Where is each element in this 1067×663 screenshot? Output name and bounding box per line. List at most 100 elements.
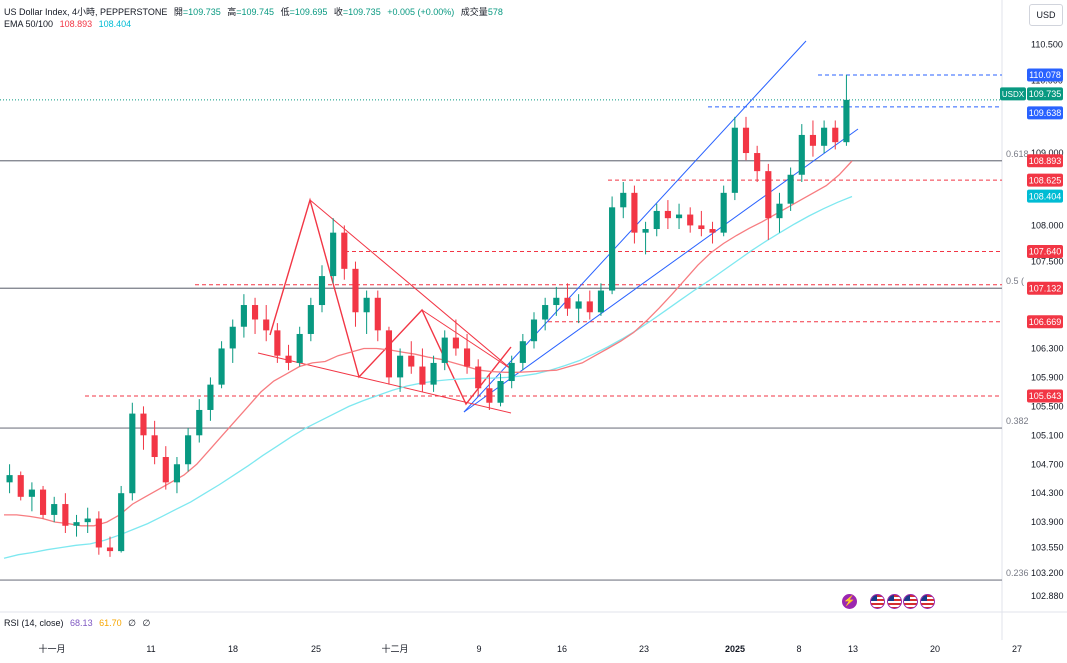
x-tick-label: 8 xyxy=(796,644,801,654)
candle-body xyxy=(118,493,125,552)
x-tick-label: 20 xyxy=(930,644,940,654)
y-tick-label: 108.000 xyxy=(1031,220,1064,230)
rsi-value-2: 61.70 xyxy=(99,618,122,628)
volume-value: 578 xyxy=(487,7,503,17)
candle-body xyxy=(62,504,69,526)
x-tick-label: 2025 xyxy=(725,644,745,654)
price-label-bg xyxy=(1027,68,1063,82)
candle-body xyxy=(832,127,839,143)
open-label: 開 xyxy=(173,7,183,17)
candle-body xyxy=(285,355,292,363)
price-label-bg xyxy=(1027,106,1063,120)
candle-body xyxy=(341,232,348,269)
candle-body xyxy=(207,384,214,410)
ema-fast-value: 108.893 xyxy=(59,19,93,29)
candle-body xyxy=(776,203,783,219)
us-flag-event-icon[interactable] xyxy=(903,594,918,609)
candles xyxy=(6,74,850,557)
ema-legend[interactable]: EMA 50/100 108.893 108.404 xyxy=(4,19,135,29)
candle-body xyxy=(597,290,605,313)
candle-body xyxy=(564,297,571,309)
candle-body xyxy=(6,475,13,483)
candle-body xyxy=(441,337,448,363)
candle-body xyxy=(687,214,694,226)
candle-body xyxy=(39,489,47,515)
candle-body xyxy=(575,301,582,309)
y-tick-label: 105.500 xyxy=(1031,401,1064,411)
x-tick-label: 十一月 xyxy=(38,643,65,654)
x-tick-label: 25 xyxy=(311,644,321,654)
candle-body xyxy=(642,229,649,233)
candle-body xyxy=(530,319,538,342)
candle-body xyxy=(754,153,761,172)
candle-body xyxy=(408,355,415,367)
candle-body xyxy=(609,207,616,291)
y-tick-label: 107.500 xyxy=(1031,257,1064,267)
symbol-legend[interactable]: US Dollar Index, 4小時, PEPPERSTONE 開=109.… xyxy=(4,5,507,18)
change-value: +0.005 (+0.00%) xyxy=(387,7,455,17)
candle-body xyxy=(620,192,627,208)
rsi-value-1: 68.13 xyxy=(70,618,93,628)
currency-button[interactable]: USD xyxy=(1029,4,1063,26)
candle-body xyxy=(653,210,660,230)
rsi-extra-2: ∅ xyxy=(142,618,151,628)
y-tick-label: 103.200 xyxy=(1031,568,1064,578)
candle-body xyxy=(798,134,805,175)
price-label-bg xyxy=(1027,244,1063,258)
y-tick-label: 105.900 xyxy=(1031,372,1064,382)
ticker-label-bg xyxy=(1000,87,1026,101)
rsi-legend[interactable]: RSI (14, close) 68.13 61.70 ∅ ∅ xyxy=(4,618,154,629)
rsi-extra-1: ∅ xyxy=(128,618,136,628)
fib-label: 0.618 xyxy=(1006,149,1029,159)
candle-body xyxy=(106,547,114,552)
symbol-title: US Dollar Index, 4小時, PEPPERSTONE xyxy=(4,7,168,17)
candle-body xyxy=(28,489,35,497)
candle-body xyxy=(631,192,638,233)
x-tick-label: 16 xyxy=(557,644,567,654)
x-tick-label: 27 xyxy=(1012,644,1022,654)
y-tick-label: 106.300 xyxy=(1031,343,1064,353)
price-label-bg xyxy=(1027,154,1063,168)
y-tick-label: 104.300 xyxy=(1031,488,1064,498)
candle-body xyxy=(452,337,459,349)
price-label: 105.643 xyxy=(1029,391,1062,401)
lightning-event-icon[interactable]: ⚡ xyxy=(842,594,857,609)
candle-body xyxy=(330,232,337,277)
low-value: =109.695 xyxy=(289,7,328,17)
candle-body xyxy=(263,319,270,331)
price-labels: 110.078 109.735 USDX 109.638 108.893 108.625 1… xyxy=(1000,68,1063,403)
x-tick-label: 11 xyxy=(146,644,155,654)
candle-body xyxy=(240,305,247,327)
us-flag-event-icon[interactable] xyxy=(887,594,902,609)
close-label: 收 xyxy=(333,7,343,17)
high-label: 高 xyxy=(227,7,237,17)
candle-body xyxy=(843,99,850,143)
fib-labels: 0.618 0.5 (0.382 0.236 xyxy=(1006,149,1029,578)
candle-body xyxy=(352,268,359,313)
us-flag-event-icon[interactable] xyxy=(920,594,935,609)
candle-body xyxy=(318,276,326,306)
ema-lines xyxy=(3,160,853,559)
y-tick-label: 103.900 xyxy=(1031,517,1064,527)
us-flag-event-icon[interactable] xyxy=(870,594,885,609)
candle-body xyxy=(586,301,593,313)
fib-label: 0.5 ( xyxy=(1006,276,1024,286)
rsi-label: RSI (14, close) xyxy=(4,618,64,628)
candle-body xyxy=(731,127,738,193)
candle-body xyxy=(675,214,683,219)
candle-body xyxy=(519,341,526,363)
wedge-lower-line xyxy=(257,352,512,414)
candle-body xyxy=(463,348,471,367)
candle-body xyxy=(508,362,515,382)
ema-label: EMA 50/100 xyxy=(4,19,54,29)
candle-body xyxy=(765,171,772,219)
wedge-upper-line xyxy=(309,199,512,370)
open-value: =109.735 xyxy=(182,7,221,17)
x-axis-ticks: 十一月 11 18 25 十二月 9 16 23 2025 8 13 20 27 xyxy=(38,643,1022,654)
x-tick-label: 13 xyxy=(848,644,858,654)
price-label: 108.893 xyxy=(1029,156,1062,166)
fib-label: 0.382 xyxy=(1006,416,1029,426)
y-tick-label: 109.000 xyxy=(1031,148,1064,158)
